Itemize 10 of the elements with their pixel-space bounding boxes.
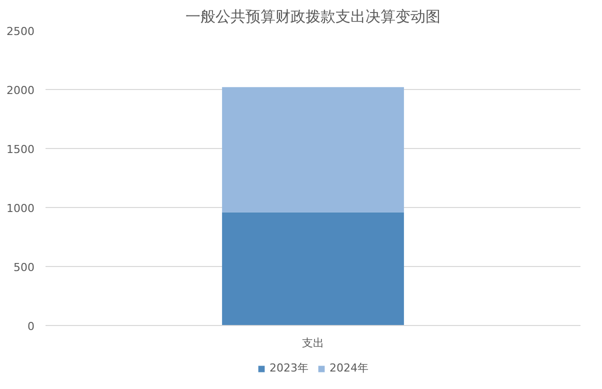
y-tick-label: 0	[28, 320, 34, 333]
y-tick-label: 2000	[6, 84, 35, 97]
chart-title: 一般公共预算财政拨款支出决算变动图	[186, 8, 440, 26]
x-tick-label: 支出	[302, 336, 324, 350]
y-tick-label: 2500	[6, 25, 35, 38]
y-tick-label: 1000	[6, 202, 35, 215]
legend-label: 2024年	[330, 360, 368, 376]
legend-label: 2023年	[270, 360, 308, 376]
y-tick-label: 1500	[6, 143, 35, 156]
y-tick-label: 500	[14, 261, 35, 274]
